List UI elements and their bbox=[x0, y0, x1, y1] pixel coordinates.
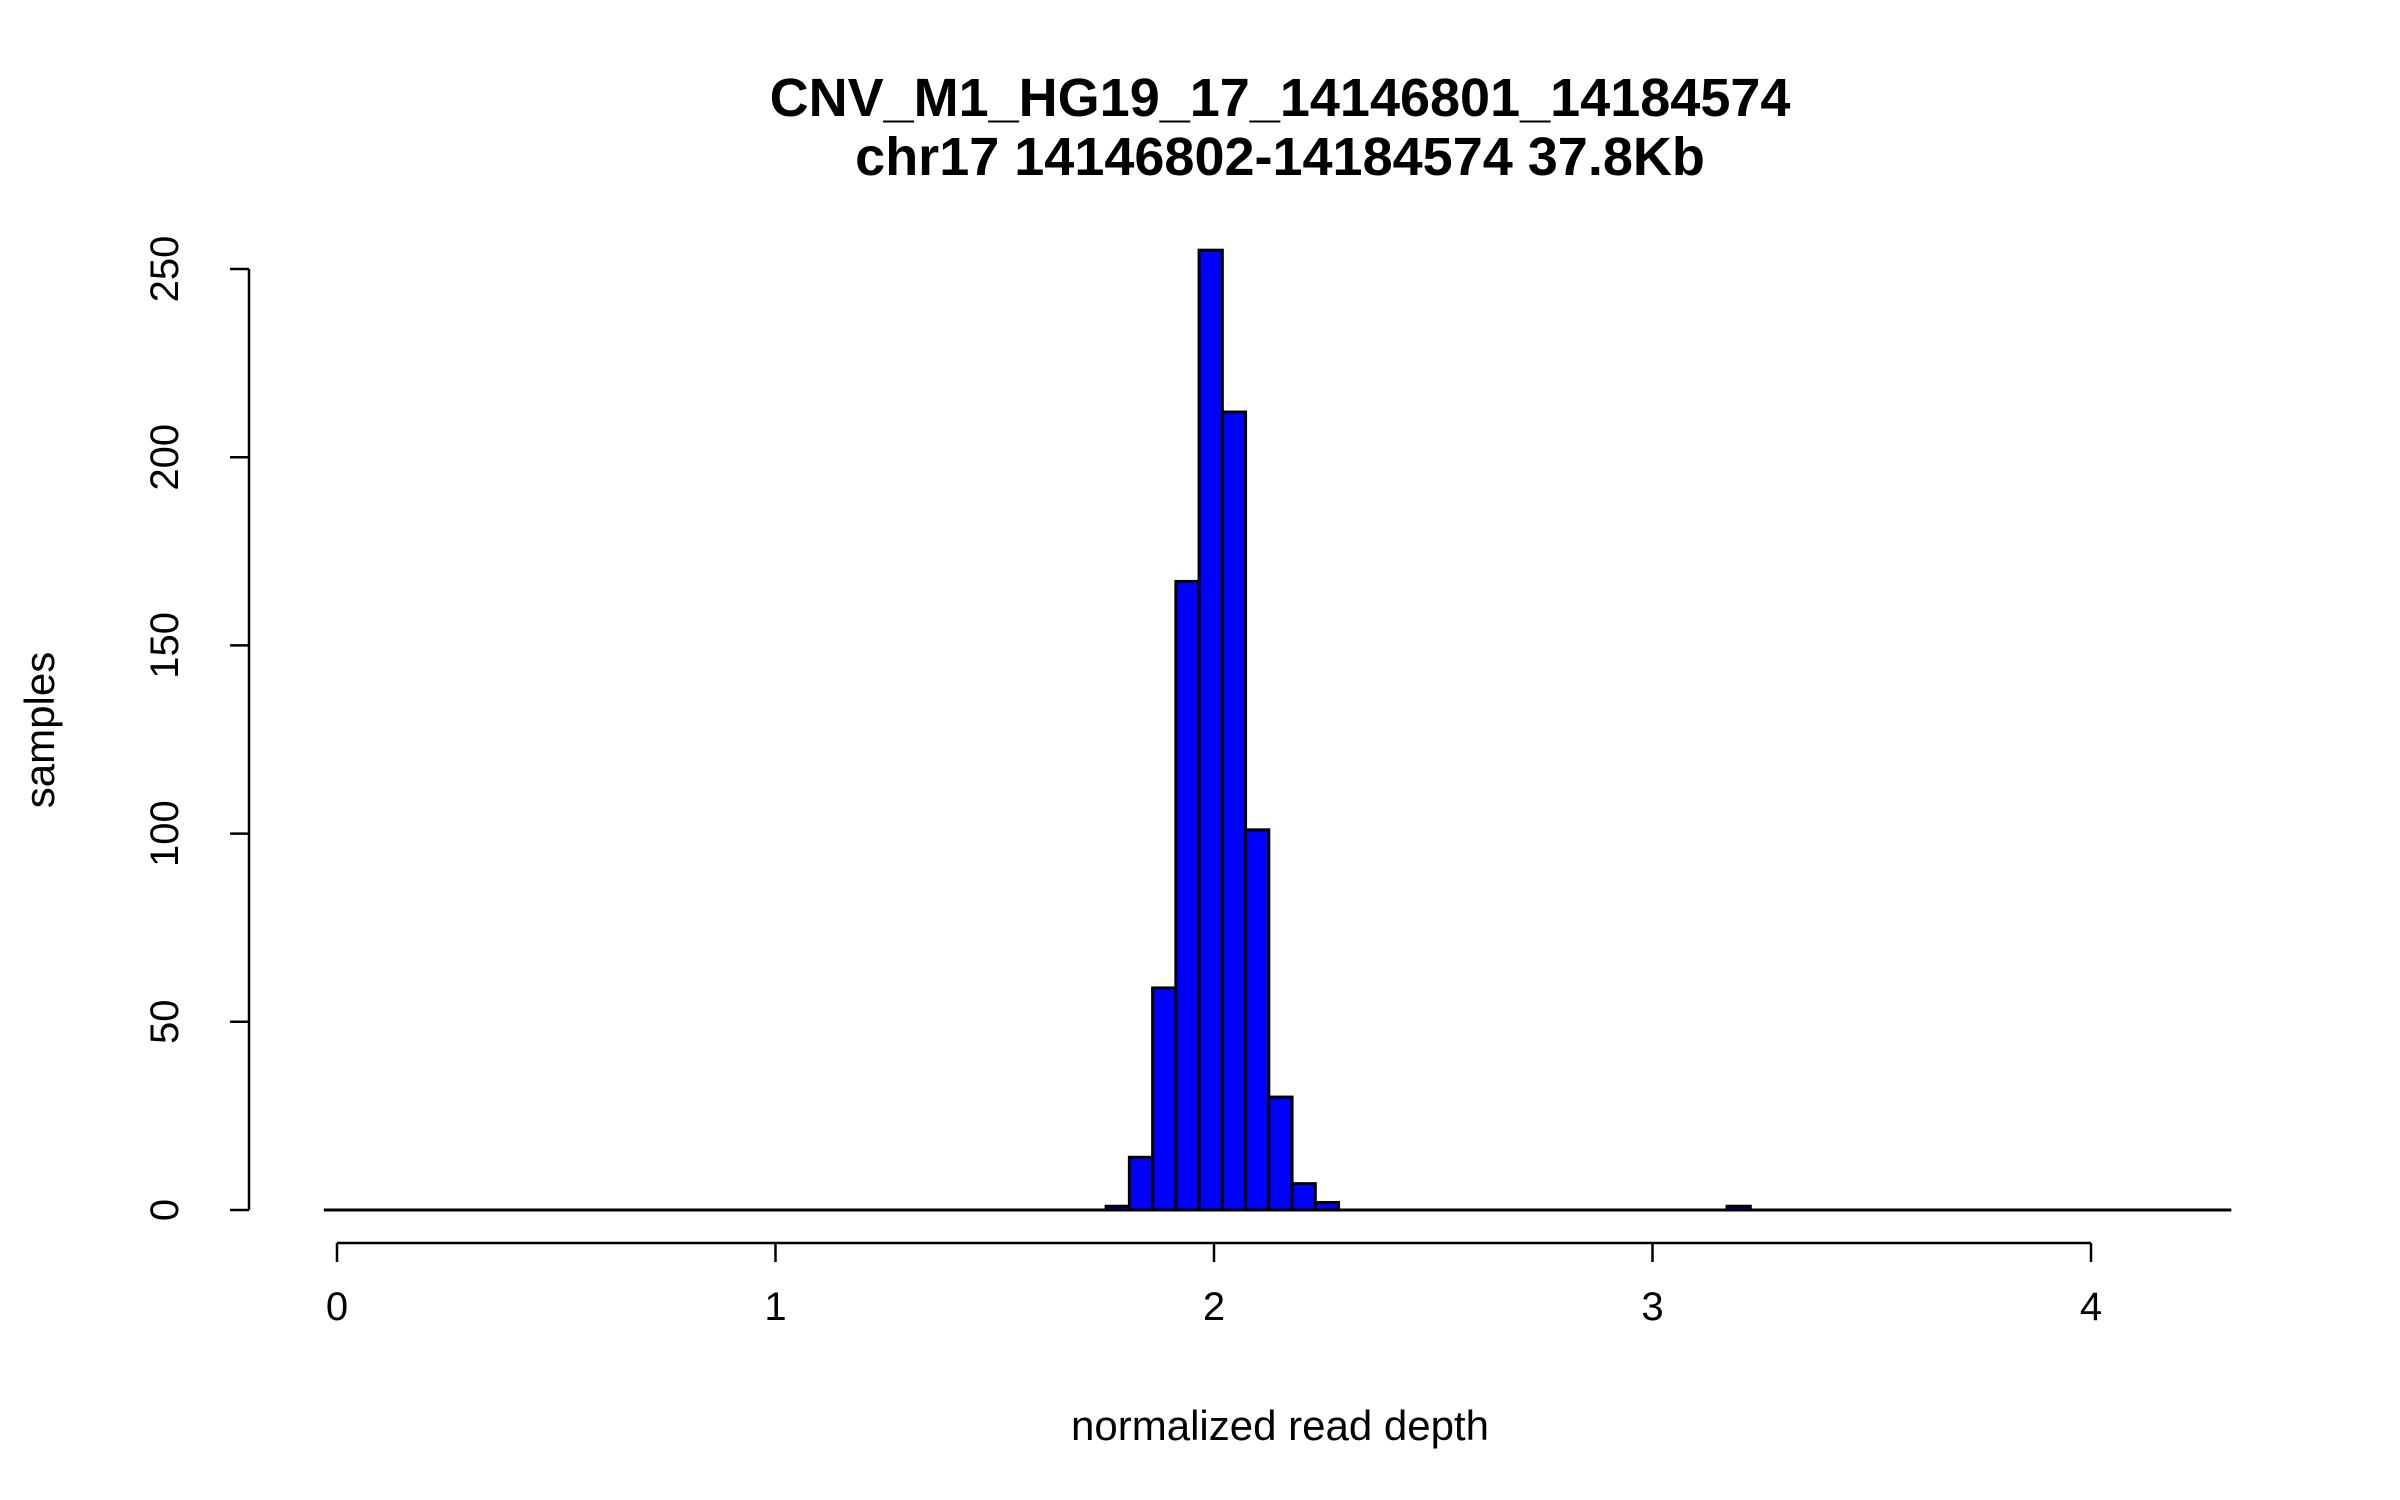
histogram-bar bbox=[1220, 410, 1248, 1212]
x-tick-label: 0 bbox=[326, 1285, 348, 1329]
x-axis: 0 1 2 3 4 bbox=[326, 1241, 2102, 1329]
histogram-bar bbox=[1104, 1204, 1131, 1212]
x-tick-label: 2 bbox=[1203, 1285, 1225, 1329]
y-tick-label: 100 bbox=[143, 800, 187, 867]
x-tick-label: 3 bbox=[1641, 1285, 1663, 1329]
y-tick-label: 250 bbox=[143, 236, 187, 303]
y-axis-label: samples bbox=[16, 652, 63, 808]
histogram-bar bbox=[1725, 1204, 1752, 1212]
x-tick-label: 4 bbox=[2080, 1285, 2102, 1329]
y-tick-label: 150 bbox=[143, 612, 187, 679]
chart-title: CNV_M1_HG19_17_14146801_14184574 bbox=[770, 68, 1791, 128]
histogram-bar bbox=[1244, 828, 1271, 1212]
x-axis-label: normalized read depth bbox=[1071, 1402, 1489, 1449]
histogram-bar bbox=[1313, 1200, 1341, 1212]
x-tick-label: 1 bbox=[764, 1285, 786, 1329]
y-axis: 0 50 100 150 200 250 bbox=[143, 236, 251, 1221]
histogram-bar bbox=[1174, 579, 1201, 1212]
histogram-bar bbox=[1290, 1182, 1317, 1212]
histogram-bar bbox=[1151, 986, 1178, 1212]
histogram-bar bbox=[1127, 1155, 1155, 1212]
histogram-bar bbox=[1197, 248, 1224, 1212]
bars-group bbox=[323, 248, 2232, 1212]
y-tick-label: 50 bbox=[143, 1000, 187, 1045]
y-tick-label: 0 bbox=[143, 1199, 187, 1221]
histogram-bar bbox=[1267, 1095, 1294, 1212]
y-tick-label: 200 bbox=[143, 424, 187, 491]
chart-subtitle: chr17 14146802-14184574 37.8Kb bbox=[855, 127, 1705, 187]
